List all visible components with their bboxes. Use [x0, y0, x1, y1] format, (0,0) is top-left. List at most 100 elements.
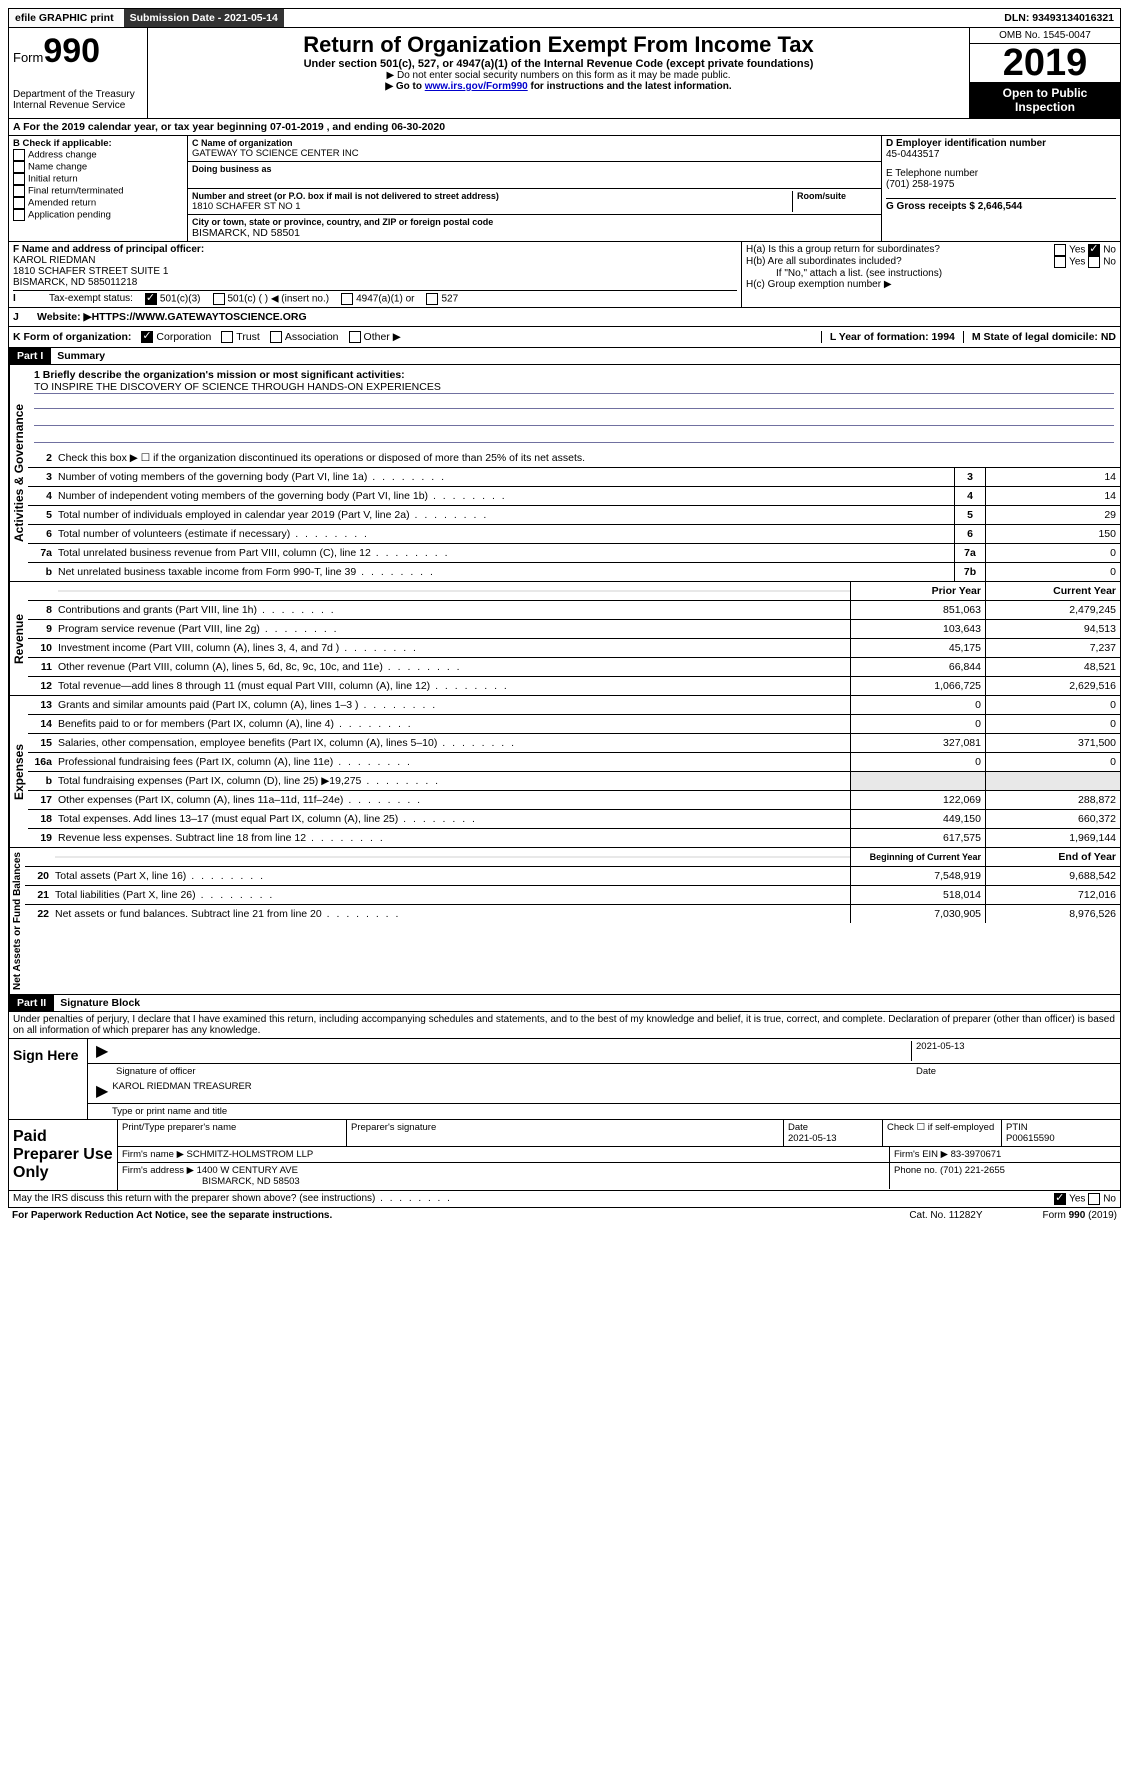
line-b: bNet unrelated business taxable income f…: [28, 563, 1120, 581]
state-domicile: M State of legal domicile: ND: [963, 331, 1116, 343]
part2-header: Part II Signature Block: [8, 995, 1121, 1012]
org-name: GATEWAY TO SCIENCE CENTER INC: [192, 148, 877, 159]
cb-trust[interactable]: Trust: [221, 331, 260, 343]
cb-527[interactable]: 527: [426, 293, 458, 305]
line-20: 20Total assets (Part X, line 16)7,548,91…: [25, 867, 1120, 886]
cb-initial[interactable]: Initial return: [13, 173, 183, 185]
line-10: 10Investment income (Part VIII, column (…: [28, 639, 1120, 658]
discuss-row: May the IRS discuss this return with the…: [8, 1191, 1121, 1208]
firm-name: SCHMITZ-HOLMSTROM LLP: [187, 1149, 314, 1160]
cb-amended[interactable]: Amended return: [13, 197, 183, 209]
title-box: Return of Organization Exempt From Incom…: [148, 28, 969, 118]
year-formation: L Year of formation: 1994: [821, 331, 963, 343]
line-18: 18Total expenses. Add lines 13–17 (must …: [28, 810, 1120, 829]
line-8: 8Contributions and grants (Part VIII, li…: [28, 601, 1120, 620]
na-header: Beginning of Current Year End of Year: [25, 848, 1120, 867]
footer-row: For Paperwork Reduction Act Notice, see …: [8, 1208, 1121, 1223]
row-fh: F Name and address of principal officer:…: [8, 242, 1121, 308]
cb-501c[interactable]: 501(c) ( ) ◀ (insert no.): [213, 293, 330, 305]
arrow-icon: ▶: [92, 1041, 112, 1061]
main-title: Return of Organization Exempt From Incom…: [152, 32, 965, 58]
discuss-yes[interactable]: [1054, 1193, 1066, 1205]
officer-name-title: KAROL RIEDMAN TREASURER: [112, 1081, 251, 1101]
group-return-cell: H(a) Is this a group return for subordin…: [742, 242, 1120, 307]
line-4: 4Number of independent voting members of…: [28, 487, 1120, 506]
netassets-section: Net Assets or Fund Balances Beginning of…: [8, 848, 1121, 995]
paid-preparer-label: Paid Preparer Use Only: [9, 1120, 118, 1190]
sign-here-label: Sign Here: [9, 1039, 88, 1119]
b-title: B Check if applicable:: [13, 138, 183, 149]
cb-corp[interactable]: Corporation: [141, 331, 211, 343]
city-state-zip: BISMARCK, ND 58501: [192, 227, 877, 239]
address-cell: Number and street (or P.O. box if mail i…: [188, 189, 881, 215]
form990-link[interactable]: www.irs.gov/Form990: [425, 81, 528, 92]
cb-501c3[interactable]: 501(c)(3): [145, 293, 201, 305]
line-13: 13Grants and similar amounts paid (Part …: [28, 696, 1120, 715]
officer-name: KAROL RIEDMAN: [13, 255, 737, 266]
netassets-label: Net Assets or Fund Balances: [9, 848, 25, 994]
ein-value: 45-0443517: [886, 149, 1116, 160]
form-number: 990: [43, 32, 100, 70]
row-klm: K Form of organization: Corporation Trus…: [8, 327, 1121, 348]
line-3: 3Number of voting members of the governi…: [28, 468, 1120, 487]
governance-section: Activities & Governance 1 Briefly descri…: [8, 365, 1121, 582]
period-row: A For the 2019 calendar year, or tax yea…: [8, 119, 1121, 136]
preparer-section: Paid Preparer Use Only Print/Type prepar…: [8, 1120, 1121, 1191]
cb-address[interactable]: Address change: [13, 149, 183, 161]
col-d: D Employer identification number 45-0443…: [882, 136, 1120, 241]
line-12: 12Total revenue—add lines 8 through 11 (…: [28, 677, 1120, 695]
gross-receipts: G Gross receipts $ 2,646,544: [886, 198, 1116, 212]
tel-label: E Telephone number: [886, 168, 1116, 179]
submission-date[interactable]: Submission Date - 2021-05-14: [124, 9, 284, 27]
dba-cell: Doing business as: [188, 162, 881, 189]
officer-cell: F Name and address of principal officer:…: [9, 242, 742, 307]
dept-label: Department of the TreasuryInternal Reven…: [13, 89, 143, 111]
open-public: Open to Public Inspection: [970, 82, 1120, 118]
line-b: bTotal fundraising expenses (Part IX, co…: [28, 772, 1120, 791]
year-box: OMB No. 1545-0047 2019 Open to Public In…: [969, 28, 1120, 118]
cb-name[interactable]: Name change: [13, 161, 183, 173]
form-prefix: Form: [13, 50, 43, 65]
mission-box: 1 Briefly describe the organization's mi…: [28, 365, 1120, 449]
officer-addr: 1810 SCHAFER STREET SUITE 1BISMARCK, ND …: [13, 266, 737, 288]
governance-label: Activities & Governance: [9, 365, 28, 581]
cb-other[interactable]: Other ▶: [349, 331, 401, 343]
col-b: B Check if applicable: Address change Na…: [9, 136, 188, 241]
sign-date: 2021-05-13: [911, 1041, 1116, 1061]
efile-label[interactable]: efile GRAPHIC print: [9, 9, 120, 27]
discuss-no[interactable]: [1088, 1193, 1100, 1205]
street-address: 1810 SCHAFER ST NO 1: [192, 201, 792, 212]
revenue-label: Revenue: [9, 582, 28, 695]
line-5: 5Total number of individuals employed in…: [28, 506, 1120, 525]
cb-pending[interactable]: Application pending: [13, 209, 183, 221]
website-row: J Website: ▶ HTTPS://WWW.GATEWAYTOSCIENC…: [8, 308, 1121, 327]
firm-address: 1400 W CENTURY AVE: [197, 1165, 298, 1176]
perjury-text: Under penalties of perjury, I declare th…: [8, 1012, 1121, 1039]
city-cell: City or town, state or province, country…: [188, 215, 881, 241]
website-url: HTTPS://WWW.GATEWAYTOSCIENCE.ORG: [92, 311, 307, 323]
firm-phone: (701) 221-2655: [940, 1165, 1005, 1176]
cb-assoc[interactable]: Association: [270, 331, 339, 343]
mission-text: TO INSPIRE THE DISCOVERY OF SCIENCE THRO…: [34, 381, 1114, 394]
tel-value: (701) 258-1975: [886, 179, 1116, 190]
dln: DLN: 93493134016321: [998, 9, 1120, 27]
cb-4947[interactable]: 4947(a)(1) or: [341, 293, 414, 305]
ein-label: D Employer identification number: [886, 138, 1116, 149]
col-c: C Name of organization GATEWAY TO SCIENC…: [188, 136, 882, 241]
instruction-1: ▶ Do not enter social security numbers o…: [152, 70, 965, 81]
line-14: 14Benefits paid to or for members (Part …: [28, 715, 1120, 734]
rev-header: Prior Year Current Year: [28, 582, 1120, 601]
line-19: 19Revenue less expenses. Subtract line 1…: [28, 829, 1120, 847]
line-17: 17Other expenses (Part IX, column (A), l…: [28, 791, 1120, 810]
expenses-section: Expenses 13Grants and similar amounts pa…: [8, 696, 1121, 848]
form-header: Form990 Department of the TreasuryIntern…: [8, 28, 1121, 119]
line-7a: 7aTotal unrelated business revenue from …: [28, 544, 1120, 563]
line-22: 22Net assets or fund balances. Subtract …: [25, 905, 1120, 923]
cb-final[interactable]: Final return/terminated: [13, 185, 183, 197]
instruction-2: ▶ Go to www.irs.gov/Form990 for instruct…: [152, 81, 965, 92]
firm-ein: 83-3970671: [951, 1149, 1002, 1160]
line-15: 15Salaries, other compensation, employee…: [28, 734, 1120, 753]
section-bcd: B Check if applicable: Address change Na…: [8, 136, 1121, 242]
line-21: 21Total liabilities (Part X, line 26)518…: [25, 886, 1120, 905]
ptin: P00615590: [1006, 1133, 1055, 1144]
